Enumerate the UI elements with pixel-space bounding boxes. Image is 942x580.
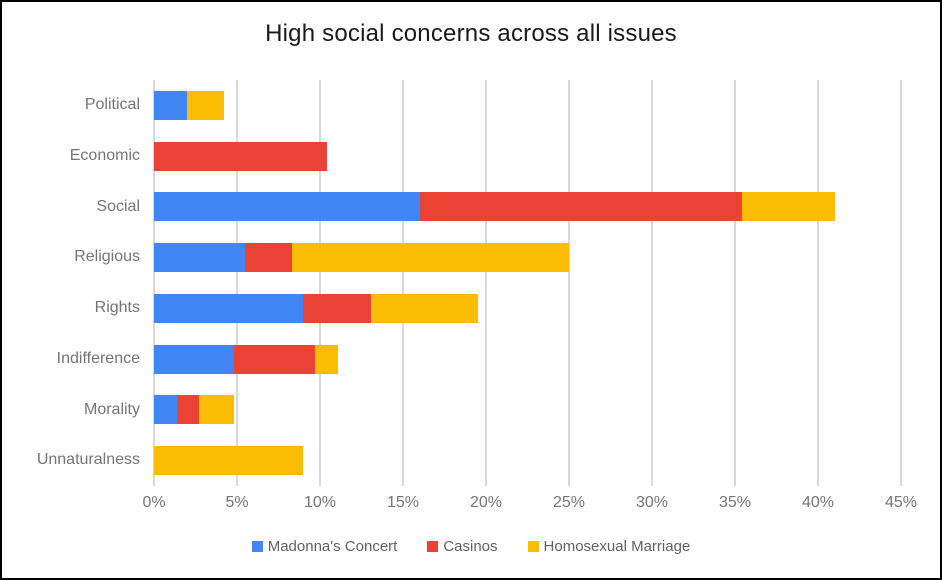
bar-segment: [245, 243, 292, 273]
category-axis: Political Economic Social Religious Rights In…: [2, 80, 140, 486]
category-label: Indifference: [56, 349, 140, 367]
bar-segment: [154, 192, 420, 222]
category-label: Social: [96, 197, 140, 215]
x-axis-tick-label: 35%: [718, 494, 752, 511]
legend-item: Madonna's Concert: [251, 538, 398, 555]
bar-segment: [154, 243, 246, 273]
legend-label: Homosexual Marriage: [543, 538, 691, 555]
bar-segment: [315, 344, 339, 374]
gridline: [402, 80, 404, 486]
category-label: Rights: [94, 299, 140, 316]
bar-row: [154, 293, 478, 323]
bar-row: [154, 446, 304, 476]
bar-segment: [154, 141, 327, 171]
bar-segment: [154, 344, 234, 374]
legend: Madonna's Concert Casinos Homosexual Marri…: [2, 538, 940, 555]
legend-item: Homosexual Marriage: [527, 538, 691, 555]
bar-segment: [233, 344, 315, 374]
legend-label: Madonna's Concert: [267, 538, 398, 555]
gridline: [153, 80, 155, 486]
x-axis-tick-label: 30%: [635, 494, 669, 511]
legend-swatch-icon: [527, 541, 539, 552]
legend-label: Casinos: [443, 538, 498, 555]
x-axis-tick-label: 40%: [801, 494, 835, 511]
category-label: Religious: [74, 248, 140, 266]
category-label: Morality: [83, 400, 140, 418]
gridline: [734, 80, 736, 486]
gridline: [485, 80, 487, 486]
x-axis-tick-label: 15%: [386, 494, 420, 511]
bar-segment: [419, 192, 742, 222]
legend-swatch-icon: [251, 541, 263, 552]
bar-row: [154, 141, 327, 171]
bar-segment: [741, 192, 835, 222]
x-axis-tick-label: 0%: [142, 494, 166, 511]
x-axis-tick-label: 10%: [303, 494, 337, 511]
x-axis-tick-label: 20%: [469, 494, 503, 511]
bar-row: [154, 90, 224, 120]
gridline: [319, 80, 321, 486]
bar-segment: [177, 395, 199, 425]
x-axis: 0% 5% 10% 15% 20% 25% 30% 35% 40% 45%: [142, 494, 918, 514]
category-label: Unnaturalness: [36, 451, 140, 469]
gridline: [236, 80, 238, 486]
gridline: [651, 80, 653, 486]
x-axis-tick-label: 45%: [884, 494, 918, 511]
gridline: [568, 80, 570, 486]
bar-segment: [303, 293, 372, 323]
bar-row: [154, 243, 569, 273]
bar-segment: [371, 293, 478, 323]
bar-segment: [198, 395, 234, 425]
gridline: [817, 80, 819, 486]
x-axis-tick-label: 5%: [225, 494, 249, 511]
chart-title: High social concerns across all issues: [265, 20, 677, 47]
bar-row: [154, 344, 339, 374]
category-label: Economic: [69, 146, 140, 164]
legend-item: Casinos: [427, 538, 498, 555]
x-axis-tick-label: 25%: [552, 494, 586, 511]
bar-segment: [154, 395, 178, 425]
bar-segment: [187, 90, 224, 120]
plot-area: [153, 80, 914, 486]
bar-segment: [154, 90, 188, 120]
bar-segment: [154, 293, 304, 323]
legend-swatch-icon: [427, 541, 439, 552]
gridline: [900, 80, 902, 486]
bar-row: [154, 192, 835, 222]
category-label: Political: [84, 96, 140, 113]
bar-segment: [291, 243, 569, 273]
bar-segment: [154, 446, 304, 476]
bar-row: [154, 395, 234, 425]
